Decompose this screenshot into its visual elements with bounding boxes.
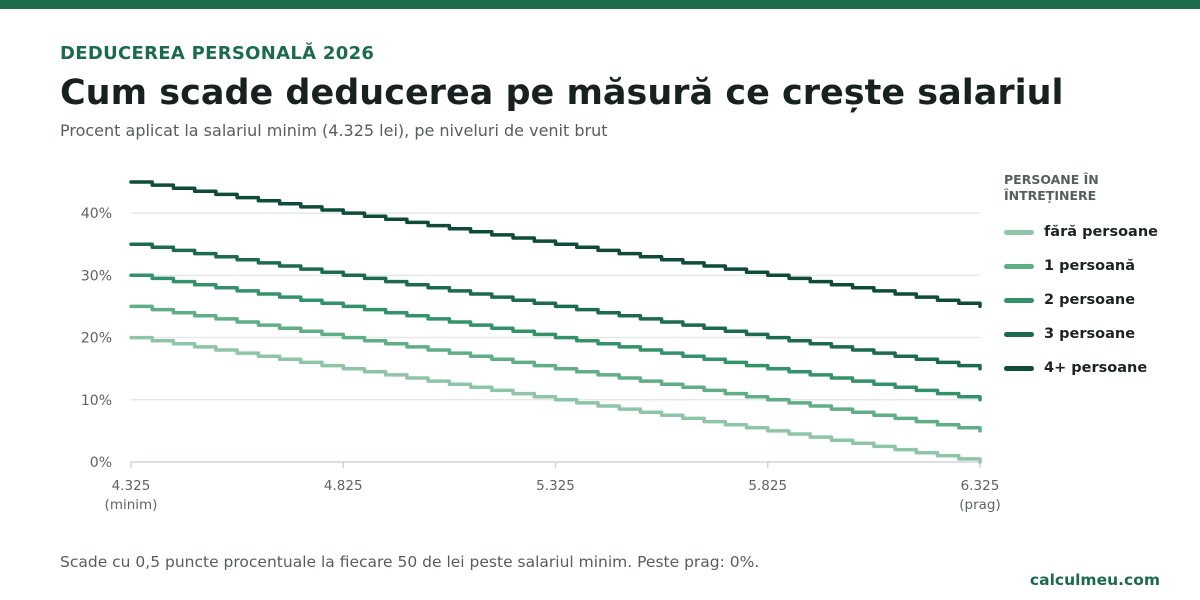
legend-swatch-4 xyxy=(1004,365,1034,371)
legend-label-0: fără persoane xyxy=(1044,224,1158,240)
x-tick-label-0: 4.325 xyxy=(112,478,151,494)
legend-label-1: 1 persoană xyxy=(1044,258,1135,274)
series-line-2 xyxy=(129,273,982,402)
legend-item-4: 4+ persoane xyxy=(1004,358,1147,378)
top-accent-bar xyxy=(0,0,1200,9)
series-line-4 xyxy=(129,180,982,309)
legend-label-2: 2 persoane xyxy=(1044,292,1136,308)
chart-kicker: DEDUCEREA PERSONALĂ 2026 xyxy=(60,43,375,64)
x-tick-sublabel-0: (minim) xyxy=(105,497,158,513)
x-tick-label-3: 5.825 xyxy=(748,478,787,494)
legend-item-3: 3 persoane xyxy=(1004,324,1135,344)
x-tick-label-1: 4.825 xyxy=(324,478,363,494)
brand-logo-text: calculmeu.com xyxy=(1029,571,1160,589)
footnote: Scade cu 0,5 puncte procentuale la fieca… xyxy=(60,553,760,571)
series-line-1 xyxy=(129,304,982,433)
legend-label-3: 3 persoane xyxy=(1044,326,1136,342)
legend-swatch-3 xyxy=(1004,331,1034,337)
legend-item-0: fără persoane xyxy=(1004,222,1158,242)
x-tick-label-4: 6.325 xyxy=(961,478,1000,494)
legend-item-2: 2 persoane xyxy=(1004,290,1135,310)
legend-title: PERSOANE ÎN ÎNTREȚINERE xyxy=(1004,172,1099,203)
y-tick-label-0: 0% xyxy=(90,455,112,471)
y-tick-label-3: 30% xyxy=(81,268,112,284)
y-tick-label-4: 40% xyxy=(81,206,112,222)
x-tick-sublabel-4: (prag) xyxy=(959,497,1001,513)
legend-swatch-2 xyxy=(1004,297,1034,303)
legend-item-1: 1 persoană xyxy=(1004,256,1135,276)
chart-subtitle: Procent aplicat la salariul minim (4.325… xyxy=(60,121,608,140)
chart-title: Cum scade deducerea pe măsură ce crește … xyxy=(60,73,1064,113)
x-tick-label-2: 5.325 xyxy=(536,478,575,494)
legend-swatch-1 xyxy=(1004,263,1034,269)
series-line-3 xyxy=(129,242,982,371)
legend-label-4: 4+ persoane xyxy=(1044,360,1148,376)
y-tick-label-1: 10% xyxy=(81,393,112,409)
series-line-0 xyxy=(129,335,982,464)
legend-swatch-0 xyxy=(1004,229,1034,235)
y-tick-label-2: 20% xyxy=(81,331,112,347)
